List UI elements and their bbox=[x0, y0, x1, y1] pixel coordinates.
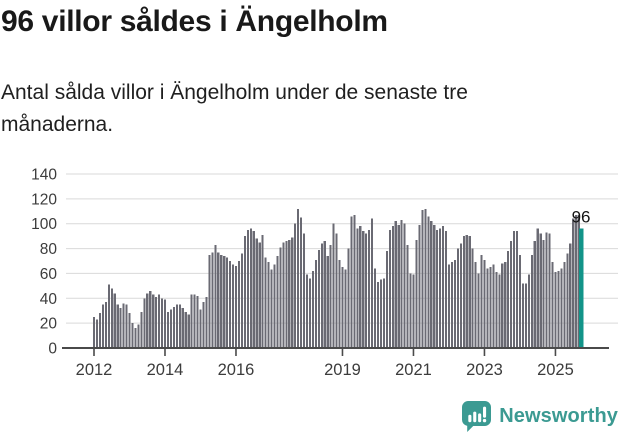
svg-text:20: 20 bbox=[40, 316, 58, 333]
brand-footer-link[interactable]: Newsworthy bbox=[462, 401, 618, 432]
bar-chart: 0 20 40 60 80 100 120 140 2012 2014 2016 2019 2021 20… bbox=[31, 167, 618, 379]
svg-text:2021: 2021 bbox=[395, 361, 432, 379]
chart-subtitle: Antal sålda villor i Ängelholm under de … bbox=[1, 81, 468, 136]
svg-text:2023: 2023 bbox=[466, 361, 503, 379]
svg-text:40: 40 bbox=[40, 291, 58, 308]
newsworthy-logo-icon bbox=[462, 401, 492, 432]
page-title: 96 villor såldes i Ängelholm bbox=[1, 5, 388, 38]
svg-text:2019: 2019 bbox=[324, 361, 361, 379]
svg-text:2014: 2014 bbox=[147, 361, 184, 379]
svg-text:0: 0 bbox=[48, 341, 57, 358]
svg-text:80: 80 bbox=[40, 241, 58, 258]
last-value-label: 96 bbox=[572, 208, 591, 227]
svg-text:140: 140 bbox=[31, 167, 57, 184]
svg-text:2012: 2012 bbox=[76, 361, 113, 379]
svg-text:120: 120 bbox=[31, 191, 57, 208]
brand-name: Newsworthy bbox=[499, 405, 618, 427]
svg-text:2025: 2025 bbox=[537, 361, 574, 379]
svg-text:100: 100 bbox=[31, 216, 57, 233]
svg-text:60: 60 bbox=[40, 266, 58, 283]
svg-text:2016: 2016 bbox=[218, 361, 255, 379]
